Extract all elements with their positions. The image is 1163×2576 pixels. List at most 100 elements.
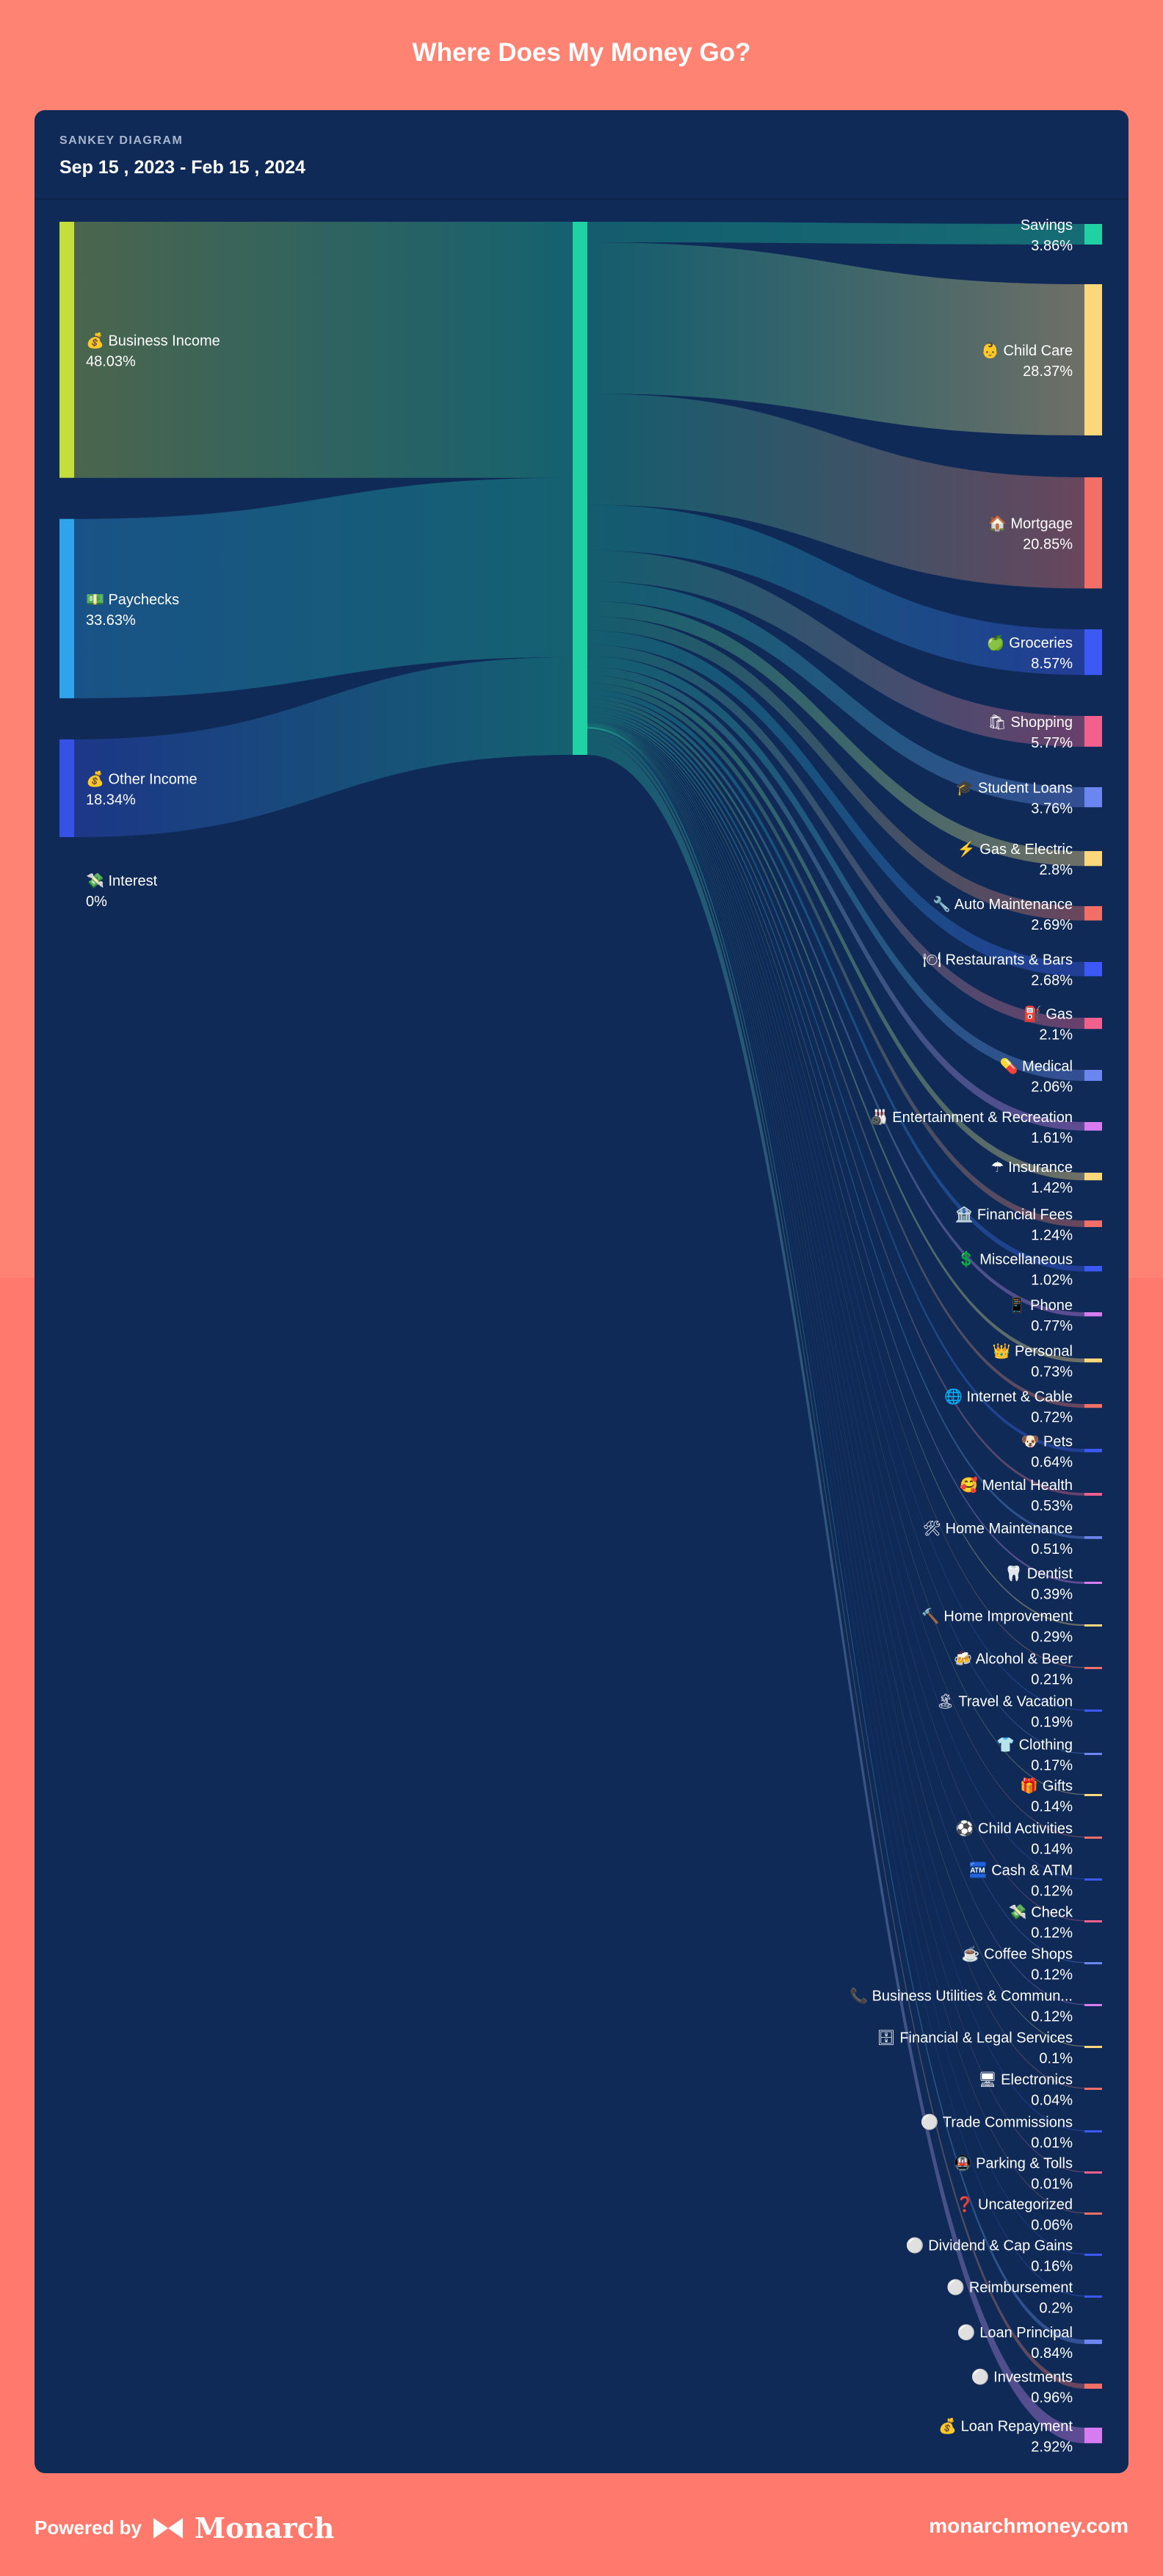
target-savings-name: Savings (1021, 217, 1073, 234)
sankey-node-target-parking-tolls (1084, 2171, 1102, 2174)
target-gas-percent: 2.1% (1039, 1027, 1073, 1043)
nodes-layer (59, 222, 1102, 2444)
target-loan-principal-name: ⚪ Loan Principal (957, 2323, 1073, 2341)
sankey-node-center (573, 222, 587, 755)
target-coffee-shops-name: ☕ Coffee Shops (962, 1945, 1073, 1963)
footer-powered-by: Powered by Monarch (35, 2511, 334, 2544)
sankey-link-target-child-activities (587, 723, 1084, 1838)
sankey-node-target-loan-repayment (1084, 2428, 1102, 2444)
sankey-node-target-insurance (1084, 1173, 1102, 1181)
sankey-link-target-cash-atm (587, 724, 1084, 1880)
sankey-link-target-restaurants-bars (587, 630, 1084, 977)
sankey-node-target-business-utilities-commun (1084, 2004, 1102, 2006)
sankey-link-target-dentist (587, 715, 1084, 1584)
sankey-link-target-student-loans (587, 581, 1084, 808)
target-child-activities-name: ⚽ Child Activities (955, 1820, 1073, 1837)
target-cash-atm-percent: 0.12% (1031, 1884, 1073, 1900)
sankey-node-target-entertainment-recreation (1084, 1122, 1102, 1131)
sankey-node-target-internet-cable (1084, 1404, 1102, 1408)
target-business-utilities-commun-name: 📞 Business Utilities & Commun... (849, 1986, 1073, 2005)
sankey-node-target-gifts (1084, 1794, 1102, 1796)
monarch-logo-icon (153, 2517, 183, 2539)
sankey-link-target-home-maintenance (587, 713, 1084, 1539)
source-paychecks-percent: 33.63% (86, 612, 136, 629)
target-mental-health-percent: 0.53% (1031, 1498, 1073, 1514)
sankey-link-target-pets (587, 706, 1084, 1452)
card-header: SANKEY DIAGRAM Sep 15 , 2023 - Feb 15 , … (35, 110, 1128, 200)
target-gifts-percent: 0.14% (1031, 1799, 1073, 1815)
sankey-link-target-entertainment-recreation (587, 667, 1084, 1131)
sankey-node-target-medical (1084, 1070, 1102, 1081)
target-medical-percent: 2.06% (1031, 1079, 1073, 1095)
target-trade-commissions-name: ⚪ Trade Commissions (921, 2113, 1073, 2131)
sankey-link-target-loan-repayment (587, 739, 1084, 2444)
sankey-link-target-parking-tolls (587, 727, 1084, 2173)
sankey-node-target-alcohol-beer (1084, 1667, 1102, 1669)
sankey-node-target-student-loans (1084, 787, 1102, 808)
target-reimbursement-percent: 0.2% (1039, 2301, 1073, 2317)
brand-name: Monarch (194, 2511, 335, 2544)
target-insurance-name: ☂ Insurance (991, 1159, 1073, 1176)
target-gas-electric-percent: 2.8% (1039, 862, 1073, 878)
sankey-card: SANKEY DIAGRAM Sep 15 , 2023 - Feb 15 , … (35, 110, 1128, 2473)
sankey-node-target-auto-maintenance (1084, 906, 1102, 921)
links-layer (74, 222, 1084, 2444)
sankey-link-target-home-improvement (587, 717, 1084, 1627)
target-alcohol-beer-percent: 0.21% (1031, 1672, 1073, 1688)
sankey-link-target-financial-legal-services (587, 726, 1084, 2047)
sankey-node-target-uncategorized (1084, 2213, 1102, 2215)
sankey-node-target-loan-principal (1084, 2340, 1102, 2345)
sankey-link-source-other-income (74, 656, 573, 837)
target-travel-vacation-name: 🏝 Travel & Vacation (936, 1694, 1073, 1710)
sankey-link-target-mortgage (587, 393, 1084, 589)
sankey-link-target-uncategorized (587, 727, 1084, 2214)
target-student-loans-name: 🎓 Student Loans (956, 781, 1073, 797)
target-entertainment-recreation-percent: 1.61% (1031, 1130, 1073, 1146)
sankey-link-target-personal (587, 699, 1084, 1363)
sankey-diagram: 💰 Business Income 48.03% 💵 Paychecks 33.63%… (59, 217, 1102, 2456)
sankey-node-target-check (1084, 1920, 1102, 1922)
target-parking-tolls-name: 🚇 Parking & Tolls (954, 2154, 1073, 2172)
sankey-node-target-mortgage (1084, 477, 1102, 589)
target-entertainment-recreation-name: 🎳 Entertainment & Recreation (870, 1108, 1073, 1126)
source-paychecks-name: 💵 Paychecks (86, 592, 179, 608)
source-other-income-percent: 18.34% (86, 792, 136, 808)
sankey-node-target-mental-health (1084, 1493, 1102, 1496)
sankey-node-target-child-activities (1084, 1837, 1102, 1839)
sankey-node-target-groceries (1084, 629, 1102, 676)
target-pets-name: 🐶 Pets (1021, 1433, 1073, 1450)
target-trade-commissions-percent: 0.01% (1031, 2135, 1073, 2152)
sankey-node-target-financial-fees (1084, 1220, 1102, 1228)
sankey-link-target-alcohol-beer (587, 719, 1084, 1668)
source-business-income-percent: 48.03% (86, 353, 136, 369)
target-coffee-shops-percent: 0.12% (1031, 1967, 1073, 1983)
target-clothing-percent: 0.17% (1031, 1758, 1073, 1774)
page-title: Where Does My Money Go? (412, 38, 751, 67)
sankey-node-target-investments (1084, 2384, 1102, 2389)
sankey-node-target-cash-atm (1084, 1878, 1102, 1881)
target-dividend-cap-gains-percent: 0.16% (1031, 2259, 1073, 2275)
target-parking-tolls-percent: 0.01% (1031, 2177, 1073, 2193)
target-internet-cable-percent: 0.72% (1031, 1410, 1073, 1426)
target-gas-electric-name: ⚡ Gas & Electric (957, 840, 1073, 858)
sankey-link-target-shopping (587, 550, 1084, 747)
sankey-link-target-financial-fees (587, 683, 1084, 1228)
sankey-link-target-phone (587, 695, 1084, 1317)
target-internet-cable-name: 🌐 Internet & Cable (944, 1388, 1073, 1405)
target-home-improvement-name: 🔨 Home Improvement (921, 1607, 1073, 1625)
target-financial-fees-percent: 1.24% (1031, 1228, 1073, 1244)
target-restaurants-bars-name: 🍽 Restaurants & Bars (923, 952, 1073, 969)
sankey-link-target-medical (587, 656, 1084, 1081)
sankey-node-target-savings (1084, 224, 1102, 245)
sankey-link-source-business-income (74, 222, 573, 478)
target-clothing-name: 👕 Clothing (996, 1737, 1073, 1754)
target-insurance-percent: 1.42% (1031, 1180, 1073, 1196)
sankey-link-target-internet-cable (587, 703, 1084, 1408)
sankey-link-target-miscellaneous (587, 690, 1084, 1272)
sankey-node-source-other-income (59, 739, 74, 837)
target-uncategorized-percent: 0.06% (1031, 2218, 1073, 2234)
target-phone-percent: 0.77% (1031, 1318, 1073, 1334)
footer-url[interactable]: monarchmoney.com (929, 2514, 1128, 2537)
sankey-link-target-reimbursement (587, 728, 1084, 2297)
sankey-node-target-financial-legal-services (1084, 2046, 1102, 2048)
